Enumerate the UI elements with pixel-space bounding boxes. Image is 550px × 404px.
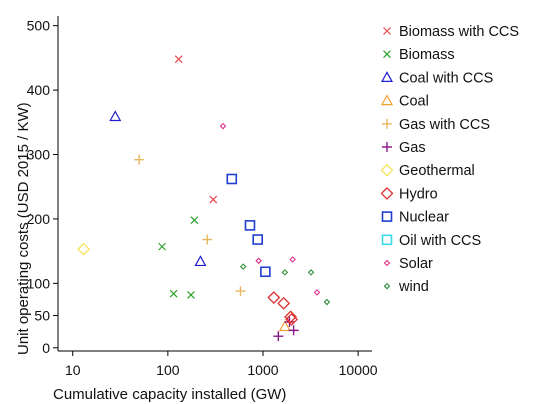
legend-label: Hydro xyxy=(399,186,438,202)
x-tick-label: 10 xyxy=(65,362,81,378)
y-tick-label: 300 xyxy=(27,147,51,163)
legend-label: Biomass with CCS xyxy=(399,24,519,40)
legend-marker xyxy=(380,163,394,177)
legend-label: Nuclear xyxy=(399,210,449,226)
data-point xyxy=(169,289,178,298)
y-tick-label: 100 xyxy=(27,275,51,291)
y-tick-label: 200 xyxy=(27,211,51,227)
data-point xyxy=(267,291,281,304)
legend-item: Coal with CCS xyxy=(380,70,493,86)
data-point xyxy=(277,296,291,310)
data-point xyxy=(285,313,299,326)
legend-item: Biomass xyxy=(383,47,455,63)
data-point xyxy=(307,269,315,276)
data-point xyxy=(194,255,207,267)
y-ticks: 0 50 100 200 300 400 500 xyxy=(27,18,58,356)
data-point xyxy=(252,234,263,245)
legend-marker xyxy=(381,234,393,246)
legend-item: Gas with CCS xyxy=(382,117,490,133)
data-point xyxy=(109,110,122,122)
data-point xyxy=(284,310,297,324)
legend-label: Oil with CCS xyxy=(399,233,481,249)
legend-item: Hydro xyxy=(380,186,438,202)
legend-item: wind xyxy=(383,279,429,295)
legend-marker xyxy=(383,282,391,290)
legend-item: Oil with CCS xyxy=(381,233,481,249)
x-axis-title: Cumulative capacity installed (GW) xyxy=(53,386,286,403)
x-tick-label: 100 xyxy=(156,362,180,378)
legend-marker xyxy=(381,211,393,222)
data-point xyxy=(244,220,256,231)
y-tick-label: 400 xyxy=(27,82,51,98)
data-point xyxy=(288,325,299,336)
legend-label: Biomass xyxy=(399,47,455,63)
legend-item: Nuclear xyxy=(381,210,449,226)
legend-label: Coal xyxy=(399,94,429,110)
data-point xyxy=(255,257,262,265)
data-point xyxy=(239,263,247,270)
data-point xyxy=(190,216,199,225)
data-point xyxy=(226,173,238,185)
data-point xyxy=(313,289,321,296)
legend-marker xyxy=(380,186,394,200)
legend-item: Biomass with CCS xyxy=(383,24,519,40)
data-point xyxy=(323,298,331,306)
legend-label: wind xyxy=(398,279,429,295)
data-points xyxy=(77,55,331,342)
data-point xyxy=(289,256,296,263)
data-point xyxy=(134,154,145,165)
data-point xyxy=(281,269,289,276)
data-point xyxy=(209,195,218,204)
data-point xyxy=(77,242,90,256)
data-point xyxy=(174,55,183,64)
data-point xyxy=(219,122,227,130)
legend-label: Coal with CCS xyxy=(399,70,493,86)
legend-item: Gas xyxy=(382,140,426,156)
y-tick-label: 50 xyxy=(34,308,50,324)
data-point xyxy=(278,320,291,332)
legend: Biomass with CCS Biomass Coal with CCS Coal… xyxy=(380,24,519,295)
legend-marker xyxy=(380,94,394,106)
data-point xyxy=(187,291,195,299)
legend-marker xyxy=(383,259,391,267)
data-point xyxy=(158,242,167,251)
legend-marker xyxy=(380,71,394,82)
x-tick-label: 10000 xyxy=(339,362,378,378)
legend-marker xyxy=(382,118,392,129)
legend-item: Geothermal xyxy=(380,163,475,179)
legend-label: Gas with CCS xyxy=(399,117,490,133)
y-axis-title: Unit operating costs (USD 2015 / KW) xyxy=(15,102,32,355)
data-point xyxy=(273,331,284,342)
legend-marker xyxy=(383,27,391,35)
legend-marker xyxy=(382,142,392,152)
legend-item: Solar xyxy=(383,256,433,272)
x-ticks: 10 100 1000 10000 xyxy=(65,351,378,378)
legend-label: Solar xyxy=(399,256,433,272)
legend-label: Geothermal xyxy=(399,163,475,179)
axes xyxy=(57,16,372,352)
legend-label: Gas xyxy=(399,140,426,156)
data-point xyxy=(202,234,213,245)
legend-marker xyxy=(383,50,391,59)
y-tick-label: 500 xyxy=(27,18,51,34)
data-point xyxy=(260,266,271,278)
y-tick-label: 0 xyxy=(42,340,50,356)
data-point xyxy=(235,286,246,297)
x-tick-label: 1000 xyxy=(247,362,278,378)
legend-item: Coal xyxy=(380,94,429,110)
